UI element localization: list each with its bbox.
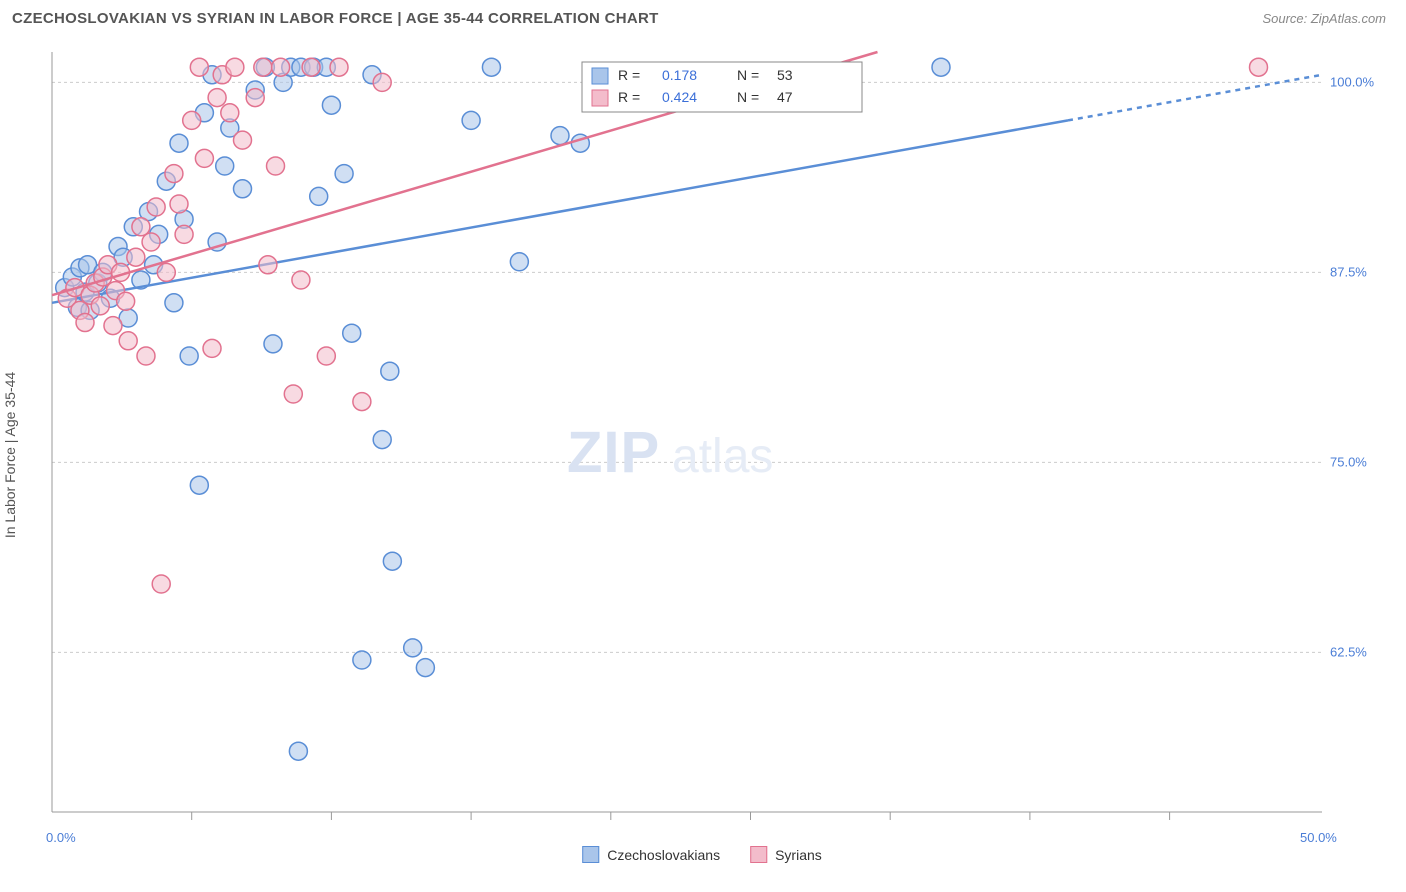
x-axis-max-label: 50.0% xyxy=(1300,830,1337,845)
svg-text:N =: N = xyxy=(737,67,759,83)
svg-text:100.0%: 100.0% xyxy=(1330,74,1375,89)
x-axis-min-label: 0.0% xyxy=(46,830,76,845)
svg-text:53: 53 xyxy=(777,67,793,83)
bottom-legend: Czechoslovakians Syrians xyxy=(582,846,822,863)
svg-text:atlas: atlas xyxy=(672,430,773,483)
svg-text:75.0%: 75.0% xyxy=(1330,454,1367,469)
svg-text:0.424: 0.424 xyxy=(662,89,697,105)
legend-label: Czechoslovakians xyxy=(607,847,720,863)
swatch-icon xyxy=(582,846,599,863)
source-label: Source: ZipAtlas.com xyxy=(1262,11,1386,26)
legend-label: Syrians xyxy=(775,847,822,863)
swatch-icon xyxy=(750,846,767,863)
chart-container: In Labor Force | Age 35-44 62.5%75.0%87.… xyxy=(12,42,1392,867)
svg-text:R =: R = xyxy=(618,67,640,83)
svg-text:0.178: 0.178 xyxy=(662,67,697,83)
legend-item-syrian: Syrians xyxy=(750,846,822,863)
svg-text:N =: N = xyxy=(737,89,759,105)
svg-text:47: 47 xyxy=(777,89,793,105)
y-axis-label: In Labor Force | Age 35-44 xyxy=(2,371,18,537)
svg-text:62.5%: 62.5% xyxy=(1330,644,1367,659)
chart-title: CZECHOSLOVAKIAN VS SYRIAN IN LABOR FORCE… xyxy=(12,10,659,27)
legend-item-czech: Czechoslovakians xyxy=(582,846,720,863)
scatter-chart: 62.5% 75.0% 87.5% 100.0% ZIPatlas R = 0.178 N =… xyxy=(12,42,1392,867)
svg-text:ZIP: ZIP xyxy=(567,420,660,485)
svg-text:R =: R = xyxy=(618,89,640,105)
svg-text:87.5%: 87.5% xyxy=(1330,264,1367,279)
